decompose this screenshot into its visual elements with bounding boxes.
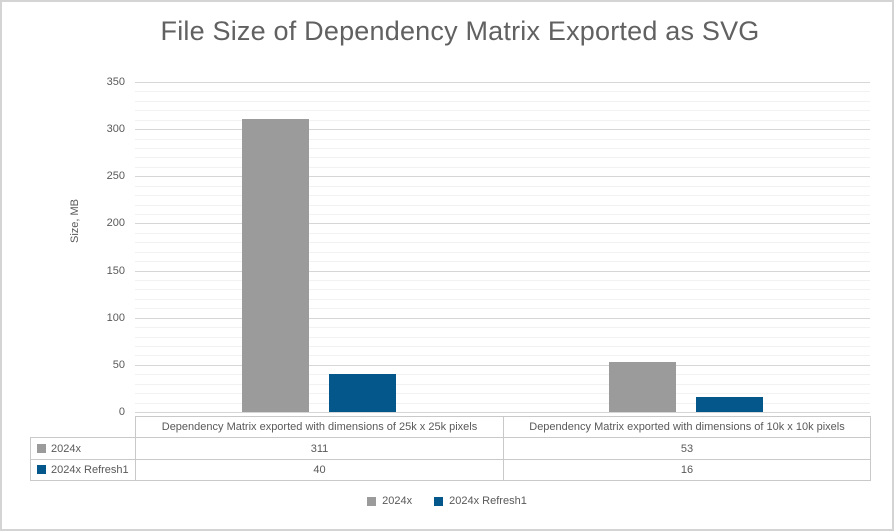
gridline-minor bbox=[135, 355, 870, 356]
gridline-minor bbox=[135, 242, 870, 243]
legend-item-2024x: 2024x bbox=[367, 495, 412, 507]
y-tick-label: 350 bbox=[106, 76, 125, 88]
y-tick-label: 50 bbox=[112, 359, 125, 371]
series-label-2024x: 2024x bbox=[30, 437, 136, 460]
gridline-minor bbox=[135, 91, 870, 92]
gridline-major bbox=[135, 176, 870, 177]
gridline-minor bbox=[135, 384, 870, 385]
legend-item-2024x-refresh1: 2024x Refresh1 bbox=[434, 495, 527, 507]
legend-key-swatch bbox=[434, 496, 444, 506]
gridline-minor bbox=[135, 280, 870, 281]
x-axis-line bbox=[135, 412, 870, 413]
gridline-minor bbox=[135, 252, 870, 253]
bar-2024x-cat2 bbox=[609, 362, 676, 412]
legend-key-swatch bbox=[367, 496, 377, 506]
chart-title: File Size of Dependency Matrix Exported … bbox=[160, 16, 760, 46]
table-corner-cell bbox=[31, 417, 136, 438]
gridline-minor bbox=[135, 261, 870, 262]
gridline-minor bbox=[135, 214, 870, 215]
gridline-minor bbox=[135, 233, 870, 234]
table-header-row: Dependency Matrix exported with dimensio… bbox=[31, 416, 871, 438]
gridline-minor bbox=[135, 289, 870, 290]
bar-2024x-refresh1-cat2 bbox=[696, 397, 763, 412]
gridline-minor bbox=[135, 205, 870, 206]
y-tick-label: 200 bbox=[106, 217, 125, 229]
gridline-minor bbox=[135, 403, 870, 404]
y-tick-label: 150 bbox=[106, 265, 125, 277]
value-cell-2024x-cat2: 53 bbox=[503, 437, 871, 460]
value-cell-2024x-refresh1-cat2: 16 bbox=[503, 459, 871, 481]
gridline-minor bbox=[135, 374, 870, 375]
gridline-minor bbox=[135, 157, 870, 158]
gridline-minor bbox=[135, 120, 870, 121]
gridline-minor bbox=[135, 299, 870, 300]
legend: 2024x 2024x Refresh1 bbox=[0, 492, 894, 510]
series-label-2024x-refresh1: 2024x Refresh1 bbox=[30, 459, 136, 481]
value-cell-2024x-cat1: 311 bbox=[135, 437, 504, 460]
gridline-minor bbox=[135, 167, 870, 168]
gridline-minor bbox=[135, 110, 870, 111]
series-key-swatch bbox=[37, 465, 46, 474]
category-header-2: Dependency Matrix exported with dimensio… bbox=[503, 416, 871, 438]
y-tick-label: 0 bbox=[118, 406, 125, 418]
table-series-row-2024x: 2024x 311 53 bbox=[30, 437, 871, 460]
gridline-minor bbox=[135, 195, 870, 196]
y-tick-label: 300 bbox=[106, 123, 125, 135]
data-table: Dependency Matrix exported with dimensio… bbox=[30, 416, 871, 481]
gridline-major bbox=[135, 365, 870, 366]
legend-label: 2024x Refresh1 bbox=[449, 495, 527, 507]
table-series-row-2024x-refresh1: 2024x Refresh1 40 16 bbox=[30, 459, 871, 481]
gridline-minor bbox=[135, 186, 870, 187]
gridline-minor bbox=[135, 327, 870, 328]
gridline-major bbox=[135, 223, 870, 224]
gridline-minor bbox=[135, 139, 870, 140]
gridline-minor bbox=[135, 308, 870, 309]
gridline-major bbox=[135, 129, 870, 130]
gridline-major bbox=[135, 82, 870, 83]
gridline-major bbox=[135, 271, 870, 272]
y-tick-label: 100 bbox=[106, 312, 125, 324]
category-header-1: Dependency Matrix exported with dimensio… bbox=[135, 416, 504, 438]
gridline-minor bbox=[135, 148, 870, 149]
y-tick-label: 250 bbox=[106, 170, 125, 182]
legend-label: 2024x bbox=[382, 495, 413, 507]
gridline-minor bbox=[135, 337, 870, 338]
y-axis-title: Size, MB bbox=[69, 199, 81, 244]
gridline-minor bbox=[135, 346, 870, 347]
series-key-swatch bbox=[37, 443, 46, 453]
bar-2024x-refresh1-cat1 bbox=[329, 374, 396, 412]
bar-2024x-cat1 bbox=[242, 119, 309, 412]
gridline-minor bbox=[135, 393, 870, 394]
gridline-major bbox=[135, 318, 870, 319]
gridline-minor bbox=[135, 101, 870, 102]
value-cell-2024x-refresh1-cat1: 40 bbox=[135, 459, 504, 481]
